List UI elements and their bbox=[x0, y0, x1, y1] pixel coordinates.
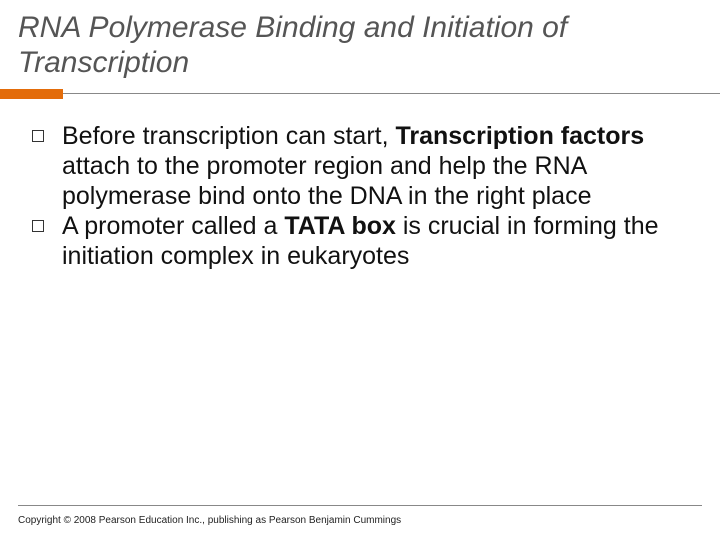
text-run: attach to the promoter region and help t… bbox=[62, 152, 591, 210]
bullet-text: A promoter called a TATA box is crucial … bbox=[62, 211, 688, 271]
copyright-footer: Copyright © 2008 Pearson Education Inc.,… bbox=[18, 515, 401, 526]
bullet-marker-icon bbox=[32, 220, 44, 232]
footer-rule bbox=[18, 505, 702, 506]
slide-title: RNA Polymerase Binding and Initiation of… bbox=[18, 10, 702, 81]
bold-run: Transcription factors bbox=[395, 122, 644, 150]
bullet-text: Before transcription can start, Transcri… bbox=[62, 121, 688, 211]
title-area: RNA Polymerase Binding and Initiation of… bbox=[0, 0, 720, 89]
bullet-item: Before transcription can start, Transcri… bbox=[32, 121, 688, 211]
bold-run: TATA box bbox=[284, 212, 396, 240]
accent-bar bbox=[0, 89, 63, 99]
bullet-marker-icon bbox=[32, 130, 44, 142]
content-area: Before transcription can start, Transcri… bbox=[0, 99, 720, 271]
title-rule bbox=[63, 93, 720, 94]
title-underline-row bbox=[0, 89, 720, 99]
bullet-item: A promoter called a TATA box is crucial … bbox=[32, 211, 688, 271]
text-run: A promoter called a bbox=[62, 212, 284, 240]
text-run: Before transcription can start, bbox=[62, 122, 395, 150]
